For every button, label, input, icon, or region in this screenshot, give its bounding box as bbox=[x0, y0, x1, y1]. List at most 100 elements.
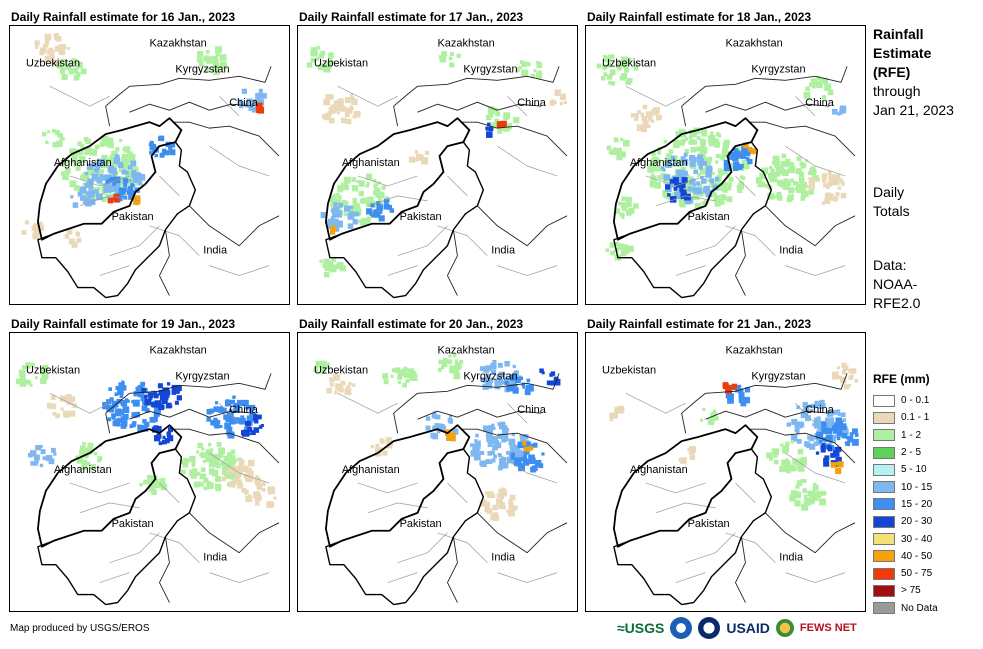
rain-cell bbox=[205, 50, 210, 54]
rain-cell bbox=[795, 484, 800, 489]
rain-cell bbox=[191, 463, 196, 468]
rain-cell bbox=[208, 460, 214, 466]
rain-cell bbox=[69, 410, 76, 417]
rain-cell bbox=[316, 46, 320, 50]
rain-cell bbox=[223, 455, 229, 462]
rain-cell bbox=[166, 382, 171, 386]
rain-cell bbox=[248, 408, 253, 413]
rain-cell bbox=[798, 421, 805, 428]
rain-cell bbox=[253, 418, 259, 424]
rain-cell bbox=[690, 178, 696, 184]
rain-cell bbox=[611, 415, 615, 419]
place-label-india: India bbox=[779, 552, 804, 564]
rain-cell bbox=[832, 446, 837, 451]
rain-cell bbox=[697, 173, 701, 177]
rain-cell bbox=[651, 108, 658, 116]
panel-title-21: Daily Rainfall estimate for 21 Jan., 202… bbox=[587, 317, 812, 331]
rain-cell bbox=[136, 386, 140, 390]
rain-cell bbox=[796, 439, 802, 444]
rain-cell bbox=[488, 424, 494, 430]
place-label-pakistan: Pakistan bbox=[112, 518, 154, 530]
legend-swatch bbox=[873, 429, 895, 442]
rain-cell bbox=[319, 259, 323, 263]
rain-cell bbox=[700, 178, 707, 184]
rain-cell bbox=[114, 154, 120, 160]
rain-cell bbox=[328, 117, 335, 124]
rain-cell bbox=[370, 444, 375, 449]
rain-cell bbox=[814, 403, 820, 408]
sidebar-totals: Totals bbox=[873, 203, 910, 219]
rain-cell bbox=[785, 468, 791, 474]
rain-cell bbox=[105, 180, 109, 185]
rain-cell bbox=[442, 51, 448, 57]
rain-cell bbox=[224, 422, 232, 430]
rain-cell bbox=[267, 491, 272, 495]
rain-cell bbox=[522, 433, 529, 440]
rain-cell bbox=[809, 408, 814, 413]
rain-cell bbox=[802, 488, 808, 493]
rain-cell bbox=[42, 456, 47, 461]
rainfall-map-17: Kazakhstan Uzbekistan Kyrgyzstan China Afgha… bbox=[297, 25, 578, 305]
rain-cell bbox=[30, 362, 35, 367]
rain-cell bbox=[268, 486, 276, 494]
rain-cell bbox=[513, 116, 520, 124]
rainfall-map-16: Kazakhstan Uzbekistan Kyrgyzstan China Afgha… bbox=[9, 25, 290, 305]
rain-cell bbox=[220, 460, 226, 466]
rain-cell bbox=[336, 105, 343, 111]
rain-cell bbox=[620, 250, 627, 257]
rain-cell bbox=[775, 166, 783, 173]
rain-cell bbox=[743, 396, 751, 404]
rain-cell bbox=[501, 501, 505, 506]
rain-cell bbox=[448, 354, 452, 358]
rain-cell bbox=[437, 367, 442, 372]
rain-cell bbox=[519, 457, 524, 462]
rain-cell bbox=[180, 469, 186, 475]
rain-cell bbox=[109, 172, 116, 180]
rain-cell bbox=[351, 383, 356, 388]
rain-cell bbox=[823, 183, 828, 188]
rain-cell bbox=[665, 163, 670, 168]
rain-cell bbox=[128, 178, 132, 183]
rain-cell bbox=[129, 424, 134, 429]
legend-item: 15 - 20 bbox=[873, 496, 938, 513]
rain-cell bbox=[122, 406, 130, 414]
rain-cell bbox=[41, 364, 49, 372]
rain-cell bbox=[692, 139, 698, 145]
rain-cell bbox=[160, 483, 168, 491]
rain-cell bbox=[86, 175, 90, 180]
rain-cell bbox=[320, 50, 326, 56]
rain-cell bbox=[323, 65, 331, 73]
rain-cell bbox=[243, 489, 249, 495]
rain-cell bbox=[107, 197, 114, 204]
rain-cell bbox=[197, 51, 204, 58]
rain-cell bbox=[370, 203, 375, 208]
rain-cell bbox=[767, 192, 775, 200]
rain-cell bbox=[101, 196, 107, 202]
rain-cell bbox=[409, 373, 416, 381]
rain-cell bbox=[608, 80, 612, 85]
rain-cell bbox=[470, 450, 478, 457]
rain-cell bbox=[352, 201, 358, 206]
afghanistan-outline bbox=[325, 424, 471, 548]
rain-cell bbox=[337, 100, 344, 107]
rain-cell bbox=[660, 166, 665, 170]
rain-cell bbox=[257, 414, 262, 420]
rain-cell bbox=[97, 186, 101, 191]
rain-cell bbox=[54, 130, 60, 136]
rain-cell bbox=[772, 177, 777, 183]
rain-cell bbox=[51, 129, 56, 133]
rain-cell bbox=[81, 463, 88, 471]
rain-cell bbox=[739, 152, 747, 160]
rain-cell bbox=[821, 201, 826, 205]
rain-cell bbox=[750, 148, 757, 155]
legend-swatch bbox=[873, 463, 895, 476]
rain-cell bbox=[102, 402, 110, 410]
rain-cell bbox=[513, 370, 519, 376]
rain-cell bbox=[770, 168, 775, 174]
legend-item: 30 - 40 bbox=[873, 530, 938, 547]
rain-cell bbox=[680, 156, 686, 162]
rain-cell bbox=[617, 60, 621, 64]
rain-cell bbox=[499, 493, 504, 499]
rain-cell bbox=[101, 135, 108, 143]
rain-cell bbox=[621, 215, 625, 219]
